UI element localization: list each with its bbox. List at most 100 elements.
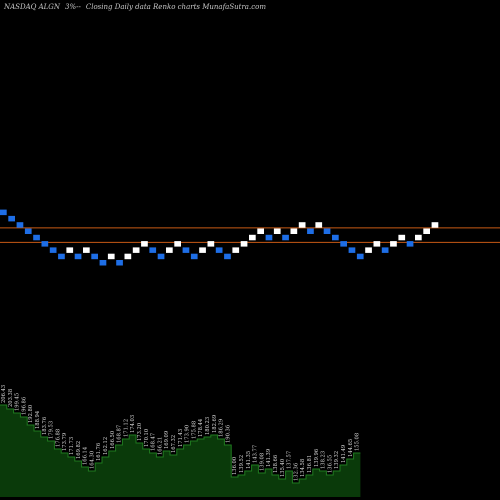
volume-outline (0, 404, 361, 484)
price-label-15: 162.12 (103, 437, 109, 455)
price-label-43: 132.36 (293, 463, 299, 481)
renko-brick-47 (390, 241, 397, 247)
price-label-3: 196.86 (21, 397, 27, 415)
renko-brick-41 (340, 241, 347, 247)
renko-brick-30 (249, 234, 256, 241)
renko-brick-16 (132, 247, 140, 253)
price-label-31: 182.69 (212, 415, 218, 433)
price-label-40: 138.66 (273, 455, 279, 473)
price-label-51: 144.65 (348, 439, 354, 457)
price-label-9: 173.79 (62, 433, 68, 451)
renko-brick-19 (157, 253, 165, 260)
renko-brick-22 (182, 247, 190, 253)
renko-brick-48 (398, 234, 406, 241)
renko-brick-44 (365, 247, 372, 253)
price-label-0: 206.43 (1, 385, 7, 403)
renko-brick-29 (240, 241, 248, 247)
renko-brick-0 (0, 209, 7, 216)
renko-brick-14 (116, 260, 123, 266)
renko-brick-40 (332, 234, 339, 241)
price-label-25: 167.32 (171, 435, 177, 453)
price-label-47: 138.23 (321, 451, 327, 469)
price-label-30: 180.23 (205, 417, 211, 435)
renko-brick-27 (224, 253, 231, 260)
renko-brick-36 (298, 222, 306, 228)
price-label-46: 139.96 (314, 449, 320, 467)
renko-brick-51 (423, 228, 430, 234)
renko-brick-1 (8, 215, 15, 222)
renko-brick-42 (348, 247, 356, 253)
price-label-21: 170.10 (144, 429, 150, 447)
renko-brick-28 (232, 247, 240, 253)
renko-brick-26 (215, 247, 223, 253)
renko-brick-31 (257, 228, 264, 234)
renko-brick-25 (207, 241, 215, 247)
price-label-16: 166.50 (110, 431, 116, 449)
price-label-7: 179.53 (49, 421, 55, 439)
renko-brick-34 (282, 234, 289, 241)
price-label-44: 134.58 (300, 459, 306, 477)
price-label-24: 169.09 (164, 431, 170, 449)
chart-title: Closing Daily data Renko charts MunafaSu… (85, 3, 266, 11)
renko-brick-2 (16, 222, 24, 228)
price-label-26: 171.43 (178, 429, 184, 447)
renko-brick-24 (199, 247, 206, 253)
price-label-6: 183.76 (42, 417, 48, 435)
renko-brick-39 (323, 228, 331, 234)
price-label-33: 190.36 (225, 425, 231, 443)
price-label-37: 143.77 (253, 445, 259, 463)
price-label-1: 203.38 (8, 389, 14, 407)
price-label-28: 175.88 (191, 421, 197, 439)
price-label-32: 186.29 (219, 419, 225, 437)
renko-brick-12 (99, 260, 107, 266)
price-label-5: 188.94 (35, 410, 41, 429)
price-label-2: 199.45 (15, 393, 21, 411)
price-label-11: 169.82 (76, 441, 82, 459)
price-label-41: 135.40 (280, 459, 286, 477)
price-label-18: 171.12 (123, 419, 129, 437)
renko-brick-11 (91, 253, 98, 260)
price-label-45: 136.81 (307, 455, 313, 473)
renko-brick-6 (49, 247, 57, 253)
price-label-22: 168.47 (151, 433, 157, 451)
volume-area (0, 405, 361, 497)
renko-brick-20 (166, 247, 173, 253)
price-label-35: 139.52 (239, 455, 245, 473)
price-label-14: 161.76 (96, 443, 102, 461)
price-label-27: 173.90 (185, 425, 191, 443)
price-label-34: 136.00 (232, 457, 238, 475)
price-label-39: 141.39 (266, 449, 272, 467)
renko-brick-17 (141, 241, 148, 247)
renko-brick-13 (107, 253, 115, 260)
renko-brick-32 (265, 234, 273, 241)
price-label-49: 139.32 (334, 451, 340, 469)
price-label-20: 173.20 (137, 423, 143, 441)
price-label-48: 136.55 (327, 455, 333, 473)
renko-brick-21 (174, 241, 181, 247)
price-label-50: 141.49 (341, 445, 347, 463)
price-label-17: 168.87 (117, 425, 123, 443)
price-label-23: 166.21 (157, 437, 163, 455)
price-label-29: 178.44 (198, 418, 204, 437)
renko-brick-3 (24, 228, 32, 234)
box-size-label: 3%-- (65, 3, 81, 11)
renko-brick-50 (415, 234, 422, 241)
symbol-label: NASDAQ ALGN (4, 3, 61, 11)
renko-brick-9 (74, 253, 82, 260)
renko-brick-10 (83, 247, 90, 253)
renko-brick-46 (381, 247, 389, 253)
price-label-52: 155.08 (355, 433, 361, 451)
renko-brick-49 (406, 241, 414, 247)
renko-brick-45 (373, 241, 381, 247)
price-label-19: 174.03 (130, 415, 136, 433)
renko-brick-7 (58, 253, 65, 260)
renko-brick-15 (124, 253, 132, 260)
price-label-8: 176.88 (55, 429, 61, 447)
renko-brick-35 (290, 228, 298, 234)
price-label-42: 137.57 (287, 451, 293, 469)
renko-brick-4 (33, 234, 40, 241)
renko-brick-33 (273, 228, 281, 234)
renko-brick-8 (66, 247, 74, 253)
renko-brick-38 (315, 222, 323, 228)
